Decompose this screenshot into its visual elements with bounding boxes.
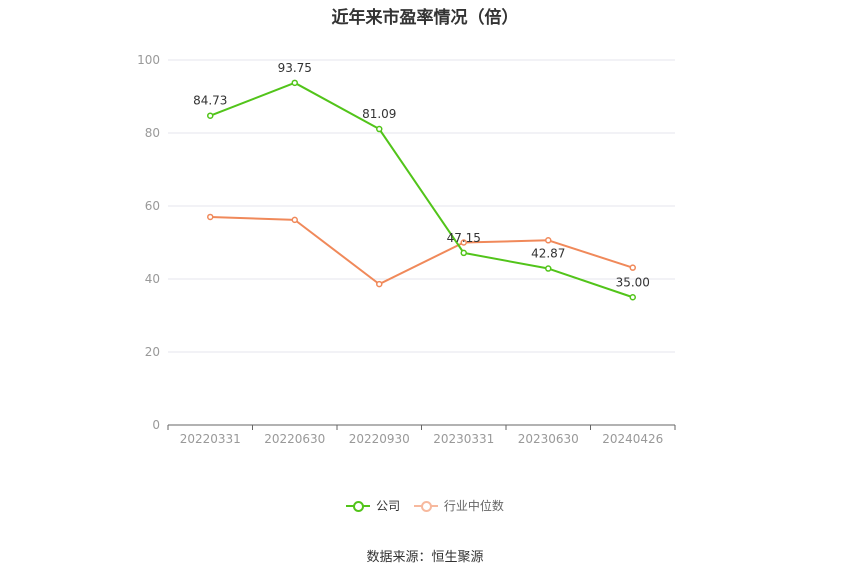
x-tick-label: 20230331 bbox=[433, 432, 494, 446]
legend-swatch-industry-median bbox=[413, 499, 438, 513]
data-point-1 bbox=[376, 280, 383, 288]
series-line-0 bbox=[209, 81, 634, 299]
x-tick-label: 20220930 bbox=[349, 432, 410, 446]
chart-title: 近年来市盈率情况（倍） bbox=[331, 8, 519, 28]
data-point-0 bbox=[460, 249, 467, 257]
data-point-0 bbox=[207, 112, 214, 119]
x-tick-label: 20230630 bbox=[518, 432, 579, 446]
data-point-1 bbox=[291, 216, 298, 224]
series-line-1 bbox=[210, 215, 634, 286]
legend: 公司 行业中位数 bbox=[0, 497, 850, 516]
data-point-1 bbox=[460, 239, 467, 246]
data-label: 35.00 bbox=[616, 275, 650, 289]
legend-label-industry-median: 行业中位数 bbox=[443, 499, 504, 513]
legend-swatch-company bbox=[346, 499, 371, 513]
legend-item-industry-median[interactable]: 行业中位数 bbox=[413, 497, 504, 514]
data-point-1 bbox=[629, 264, 636, 271]
data-label: 47.15 bbox=[447, 231, 481, 245]
x-tick-label: 20240426 bbox=[602, 432, 663, 446]
data-point-1 bbox=[545, 237, 552, 244]
y-tick-label: 40 bbox=[145, 272, 160, 286]
data-label: 81.09 bbox=[362, 107, 396, 121]
data-label: 42.87 bbox=[531, 247, 565, 261]
data-label: 84.73 bbox=[193, 94, 227, 108]
y-tick-label: 100 bbox=[137, 53, 160, 67]
data-point-0 bbox=[545, 265, 552, 272]
data-label: 93.75 bbox=[278, 61, 312, 75]
y-tick-label: 20 bbox=[145, 345, 160, 359]
data-point-0 bbox=[629, 294, 636, 301]
legend-item-company[interactable]: 公司 bbox=[346, 497, 400, 514]
data-point-0 bbox=[291, 79, 298, 87]
data-point-0 bbox=[376, 125, 383, 133]
data-point-1 bbox=[207, 213, 214, 221]
y-tick-label: 0 bbox=[152, 418, 160, 432]
y-tick-label: 60 bbox=[145, 199, 160, 213]
legend-label-company: 公司 bbox=[376, 499, 401, 513]
source-note: 数据来源：恒生聚源 bbox=[366, 550, 484, 565]
x-tick-label: 20220331 bbox=[180, 432, 241, 446]
x-tick-label: 20220630 bbox=[264, 432, 325, 446]
y-tick-label: 80 bbox=[145, 126, 160, 140]
